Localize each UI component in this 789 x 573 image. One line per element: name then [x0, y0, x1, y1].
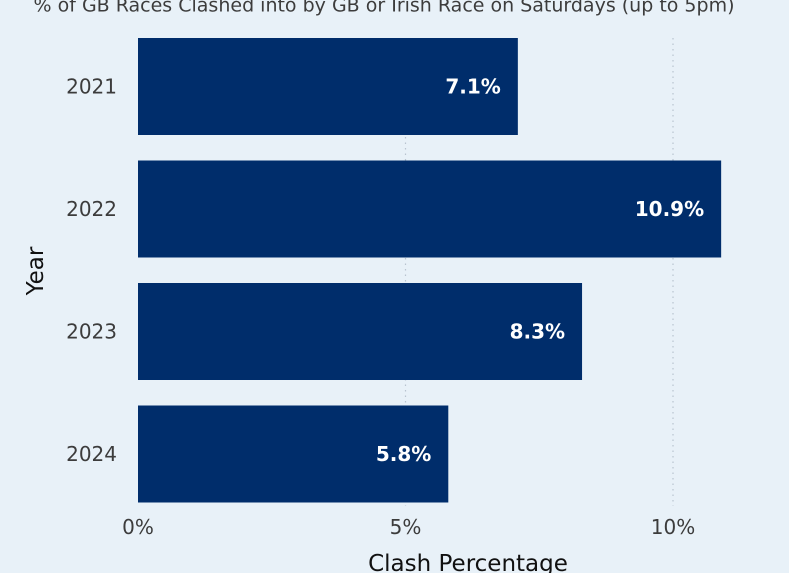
x-tick-1: 5% [390, 515, 422, 539]
bar-2023 [138, 283, 583, 380]
y-tick-2024: 2024 [66, 442, 117, 466]
bar-2022 [138, 160, 722, 258]
y-tick-2021: 2021 [66, 75, 117, 99]
chart-title: % of GB Races Clashed into by GB or Iris… [34, 0, 735, 17]
bar-label-2024: 5.8% [376, 442, 431, 466]
bar-value-labels: 7.1% 10.9% 8.3% 5.8% [376, 75, 704, 467]
bar-label-2022: 10.9% [635, 197, 704, 221]
bars [138, 38, 722, 503]
x-tick-2: 10% [651, 515, 695, 539]
y-tick-2022: 2022 [66, 197, 117, 221]
bar-2024 [138, 405, 449, 503]
y-tick-labels: 2021 2022 2023 2024 [66, 75, 117, 467]
bar-label-2023: 8.3% [510, 320, 565, 344]
bar-2021 [138, 38, 518, 135]
y-axis-title: Year [23, 246, 49, 296]
y-tick-2023: 2023 [66, 320, 117, 344]
x-tick-labels: 0% 5% 10% [122, 515, 695, 539]
x-axis-title: Clash Percentage [368, 551, 568, 573]
x-tick-0: 0% [122, 515, 154, 539]
bar-label-2021: 7.1% [445, 75, 500, 99]
